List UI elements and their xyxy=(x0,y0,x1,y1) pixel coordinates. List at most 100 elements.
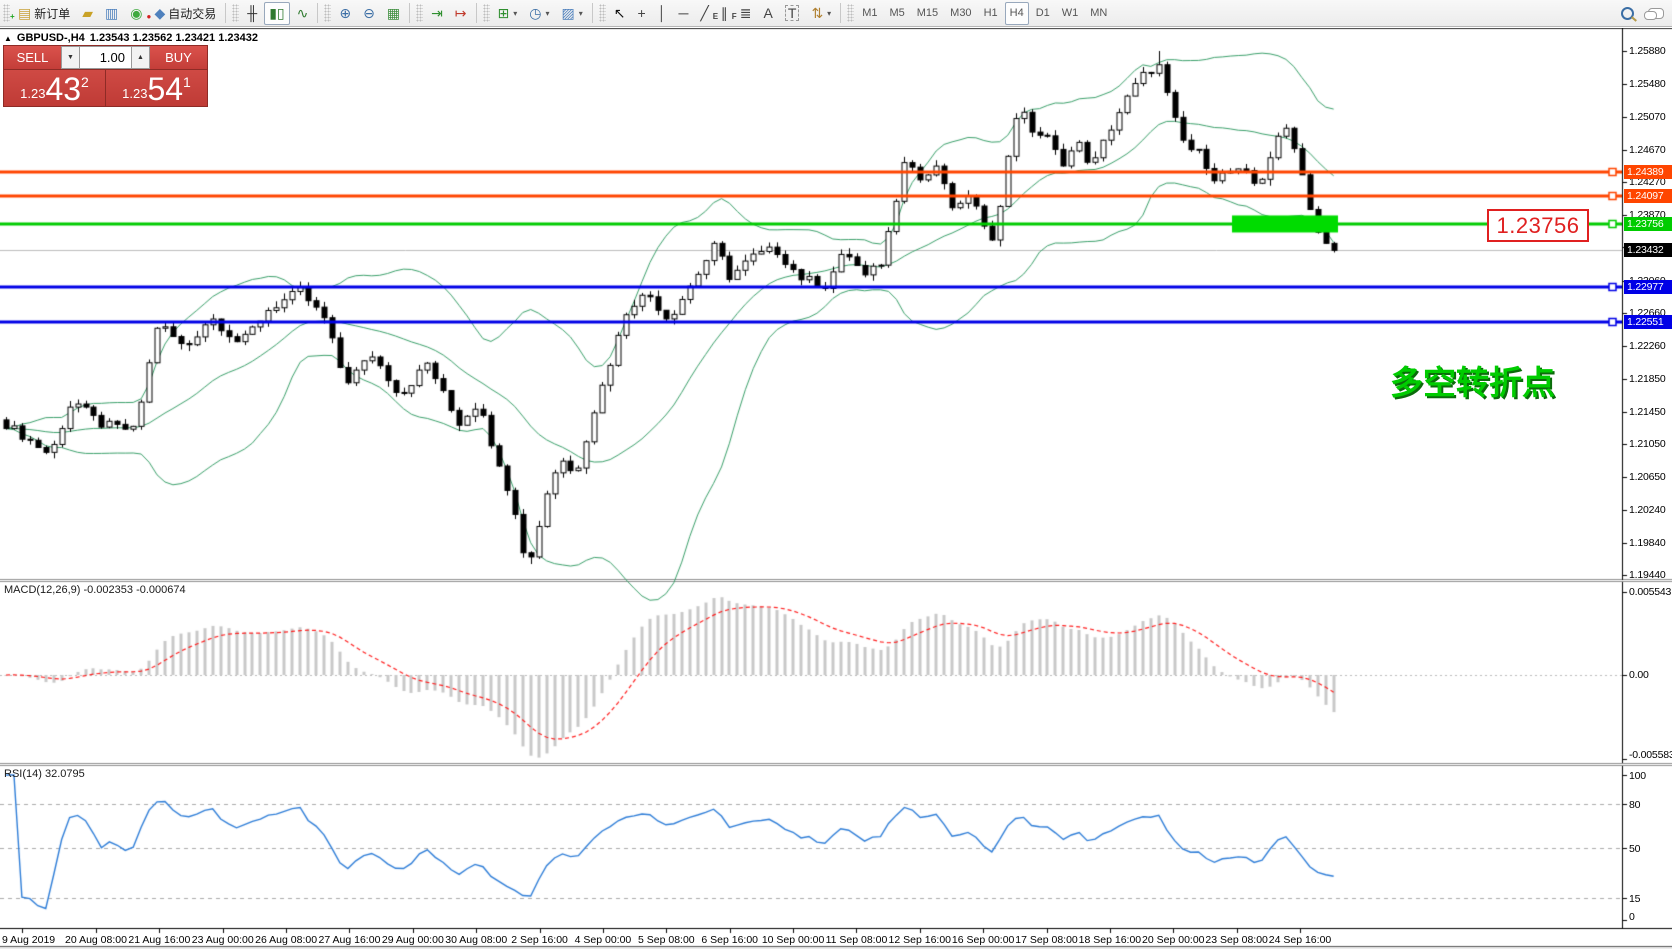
trendline-button[interactable]: ╱ xyxy=(695,2,713,25)
date-label: 30 Aug 08:00 xyxy=(445,934,508,946)
cn-text-annotation[interactable]: 多空转折点 xyxy=(1390,364,1555,401)
price-line-label: 1.24389 xyxy=(1624,165,1672,180)
timeframe-m30[interactable]: M30 xyxy=(945,2,976,25)
timeframe-m5[interactable]: M5 xyxy=(884,2,909,25)
toolbar-group-chart-type: ╫ ▮▯ ∿ xyxy=(229,0,314,26)
price-line-label: 1.24097 xyxy=(1624,189,1672,204)
search-icon[interactable] xyxy=(1621,6,1634,20)
tile-windows-icon: ▦ xyxy=(386,5,401,21)
price-tick: 1.20650 xyxy=(1629,470,1666,483)
date-label: 10 Sep 00:00 xyxy=(761,934,825,946)
chevron-down-icon: ▾ xyxy=(513,8,518,18)
date-label: 12 Sep 16:00 xyxy=(888,934,952,946)
rsi-indicator-label: RSI(14) 32.0795 xyxy=(4,768,85,780)
price-line-label: 1.23756 xyxy=(1624,216,1672,231)
buy-price-button[interactable]: 1.23 54 1 xyxy=(106,70,207,106)
bar-chart-button[interactable]: ╫ xyxy=(242,2,262,25)
new-order-button[interactable]: ▤ + 新订单 xyxy=(10,2,75,25)
timeframe-label: M1 xyxy=(862,7,878,19)
market-watch-button[interactable]: ▥ xyxy=(100,2,123,25)
volume-decrease-button[interactable]: ▼ xyxy=(61,46,80,69)
date-label: 6 Sep 16:00 xyxy=(701,934,759,946)
channel-button[interactable]: ∥ E xyxy=(713,2,733,25)
price-annotation-box[interactable]: 1.23756 xyxy=(1487,209,1589,242)
toolbar-separator xyxy=(475,3,477,23)
text-label-button[interactable]: T xyxy=(780,2,805,25)
zoom-in-button[interactable]: ⊕ xyxy=(334,2,356,25)
toolbar-group-trade: ▤ + 新订单 ▰ ▥ ◉ ◆ ● 自动交易 xyxy=(0,0,222,26)
timeframe-label: MN xyxy=(1090,7,1108,19)
drag-handle-icon xyxy=(3,4,10,22)
line-chart-button[interactable]: ∿ xyxy=(292,2,314,25)
collapse-icon[interactable]: ▲ xyxy=(4,33,12,43)
alerts-button[interactable]: ◉ xyxy=(125,2,147,25)
alerts-icon: ◉ xyxy=(130,5,143,21)
date-label: 18 Sep 16:00 xyxy=(1078,934,1142,946)
templates-button[interactable]: ▨ ▾ xyxy=(557,2,588,25)
arrows-button[interactable]: ⇅ ▾ xyxy=(806,2,836,25)
date-label: 23 Aug 00:00 xyxy=(191,934,254,946)
timeframe-m15[interactable]: M15 xyxy=(912,2,943,25)
label-icon: T xyxy=(784,5,800,21)
autoscroll-button[interactable]: ⇥ xyxy=(426,2,448,25)
periods-button[interactable]: ◷ ▾ xyxy=(524,2,554,25)
timeframe-h4[interactable]: H4 xyxy=(1004,1,1029,25)
tile-windows-button[interactable]: ▦ xyxy=(382,2,405,25)
timeframe-d1[interactable]: D1 xyxy=(1031,2,1055,25)
sell-price-sup: 2 xyxy=(81,74,89,90)
volume-increase-button[interactable]: ▲ xyxy=(131,46,150,69)
price-tick: 1.25070 xyxy=(1629,110,1666,123)
date-label: 26 Aug 08:00 xyxy=(255,934,318,946)
drag-handle-icon xyxy=(482,4,490,22)
candlestick-icon: ▮▯ xyxy=(269,5,285,21)
zoom-out-button[interactable]: ⊖ xyxy=(358,2,380,25)
crosshair-button[interactable]: + xyxy=(633,2,651,25)
symbol-title: ▲ GBPUSD-,H4 1.23543 1.23562 1.23421 1.2… xyxy=(4,32,258,44)
timeframe-label: D1 xyxy=(1035,7,1050,19)
fibonacci-button[interactable]: ≣ F xyxy=(731,2,757,25)
line-chart-icon: ∿ xyxy=(296,5,309,21)
text-button[interactable]: A xyxy=(759,2,778,25)
indicators-button[interactable]: ⊞ ▾ xyxy=(493,2,523,25)
price-tick: 1.19840 xyxy=(1629,536,1666,549)
timeframe-w1[interactable]: W1 xyxy=(1057,2,1084,25)
timeframe-label: H4 xyxy=(1009,7,1024,19)
buy-button[interactable]: BUY xyxy=(150,46,207,69)
horizontal-line-button[interactable]: ─ xyxy=(673,2,693,25)
timeframe-m1[interactable]: M1 xyxy=(857,2,882,25)
chevron-down-icon: ▾ xyxy=(827,8,832,18)
chevron-down-icon: ▾ xyxy=(545,8,550,18)
profile-icon: ▰ xyxy=(82,5,94,21)
autotrade-icon: ◆ xyxy=(154,5,166,21)
date-label: 4 Sep 00:00 xyxy=(574,934,632,946)
profile-button[interactable]: ▰ xyxy=(77,2,98,25)
templates-icon: ▨ xyxy=(561,5,575,21)
chart-canvas[interactable] xyxy=(0,28,1672,949)
toolbar-separator xyxy=(317,3,319,23)
toolbar-group-drawing-tools: ↖ + │ ─ ╱ ∥ E ≣ F A T ⇅ ▾ xyxy=(596,0,837,26)
date-label: 5 Sep 08:00 xyxy=(638,934,695,946)
timeframe-h1[interactable]: H1 xyxy=(979,2,1003,25)
chart-shift-button[interactable]: ↦ xyxy=(450,2,472,25)
text-icon: A xyxy=(763,5,773,21)
drag-handle-icon xyxy=(847,4,855,22)
candlestick-button[interactable]: ▮▯ xyxy=(264,1,290,25)
drag-handle-icon xyxy=(598,4,606,22)
vertical-line-button[interactable]: │ xyxy=(653,2,672,25)
price-tick: 1.25480 xyxy=(1629,77,1666,90)
macd-indicator-label: MACD(12,26,9) -0.002353 -0.000674 xyxy=(4,584,186,596)
cursor-button[interactable]: ↖ xyxy=(609,2,631,25)
toolbar-right-icons xyxy=(1621,0,1664,26)
date-label: 9 Aug 2019 xyxy=(2,934,56,946)
buy-price-big: 54 xyxy=(147,71,184,107)
sell-button[interactable]: SELL xyxy=(4,46,61,69)
volume-input[interactable] xyxy=(80,46,131,69)
sell-price-button[interactable]: 1.23 43 2 xyxy=(4,70,106,106)
price-tick: 1.22260 xyxy=(1629,339,1666,352)
timeframe-mn[interactable]: MN xyxy=(1085,2,1112,25)
buy-price-sup: 1 xyxy=(183,74,191,90)
chat-icon[interactable] xyxy=(1644,7,1664,20)
rsi-axis-label: 50 xyxy=(1629,842,1641,855)
fibonacci-icon-badge: F xyxy=(731,12,737,21)
autotrading-button[interactable]: ◆ ● 自动交易 xyxy=(146,2,221,25)
